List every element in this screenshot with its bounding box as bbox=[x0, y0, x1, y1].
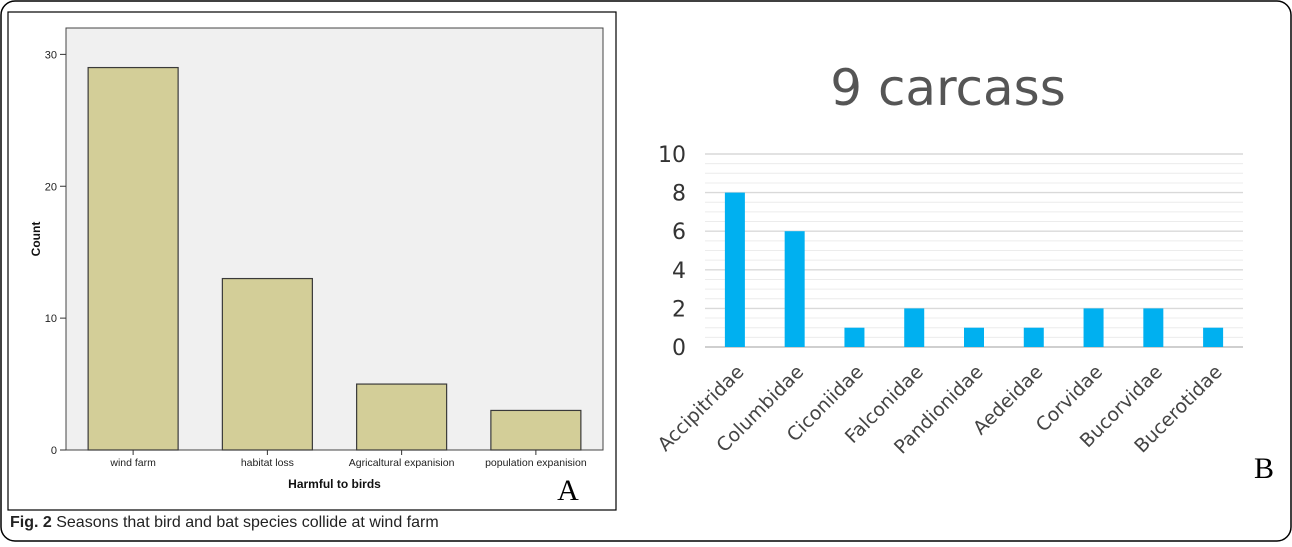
panel-b-ytick-label: 2 bbox=[672, 297, 686, 322]
panel-b-bar bbox=[725, 193, 745, 347]
panel-b-bar bbox=[1143, 308, 1163, 347]
panel-b-bar bbox=[1203, 328, 1223, 347]
panel-b-bar bbox=[904, 308, 924, 347]
panel-b-ytick-label: 4 bbox=[672, 259, 686, 284]
panel-b-bar bbox=[1024, 328, 1044, 347]
panel-a-bar bbox=[357, 384, 447, 450]
panel-b-bar bbox=[1084, 308, 1104, 347]
panel-a-ytick-label: 10 bbox=[45, 313, 57, 325]
panel-b-ytick-label: 0 bbox=[672, 336, 686, 361]
panel-b-bar bbox=[785, 231, 805, 347]
caption-label: Fig. 2 bbox=[10, 514, 52, 531]
panel-a-bar bbox=[491, 410, 581, 450]
panel-b-title: 9 carcass bbox=[830, 59, 1066, 117]
panel-a-ytick-label: 20 bbox=[45, 181, 57, 193]
panel-a-xtick-label: Agricaltural expanision bbox=[349, 457, 455, 469]
panel-a-ylabel: Count bbox=[29, 222, 43, 257]
panel-a-xtick-label: habitat loss bbox=[241, 457, 294, 469]
panel-a-bar bbox=[88, 68, 178, 450]
panel-a-label: A bbox=[557, 474, 579, 507]
panel-b-bar bbox=[964, 328, 984, 347]
panel-b-ytick-label: 6 bbox=[672, 220, 686, 245]
caption-text: Seasons that bird and bat species collid… bbox=[56, 514, 438, 531]
panel-b-bar bbox=[844, 328, 864, 347]
panel-a-chart: 0 10 20 30 wind farm habitat loss Agricaltural… bbox=[29, 28, 603, 507]
panel-a-xlabel: Harmful to birds bbox=[288, 477, 381, 491]
panel-a-ytick-label: 0 bbox=[51, 445, 57, 457]
figure-caption: Fig. 2 Seasons that bird and bat species… bbox=[10, 514, 439, 532]
panel-a-xtick-label: population expanision bbox=[485, 457, 587, 469]
panel-a-ytick-label: 30 bbox=[45, 49, 57, 61]
panel-b-label: B bbox=[1254, 452, 1274, 485]
panel-b-ytick-label: 8 bbox=[672, 182, 686, 207]
panel-a-xtick-label: wind farm bbox=[109, 457, 156, 469]
panel-a-bar bbox=[222, 279, 312, 450]
panel-b-ytick-label: 10 bbox=[658, 143, 686, 168]
